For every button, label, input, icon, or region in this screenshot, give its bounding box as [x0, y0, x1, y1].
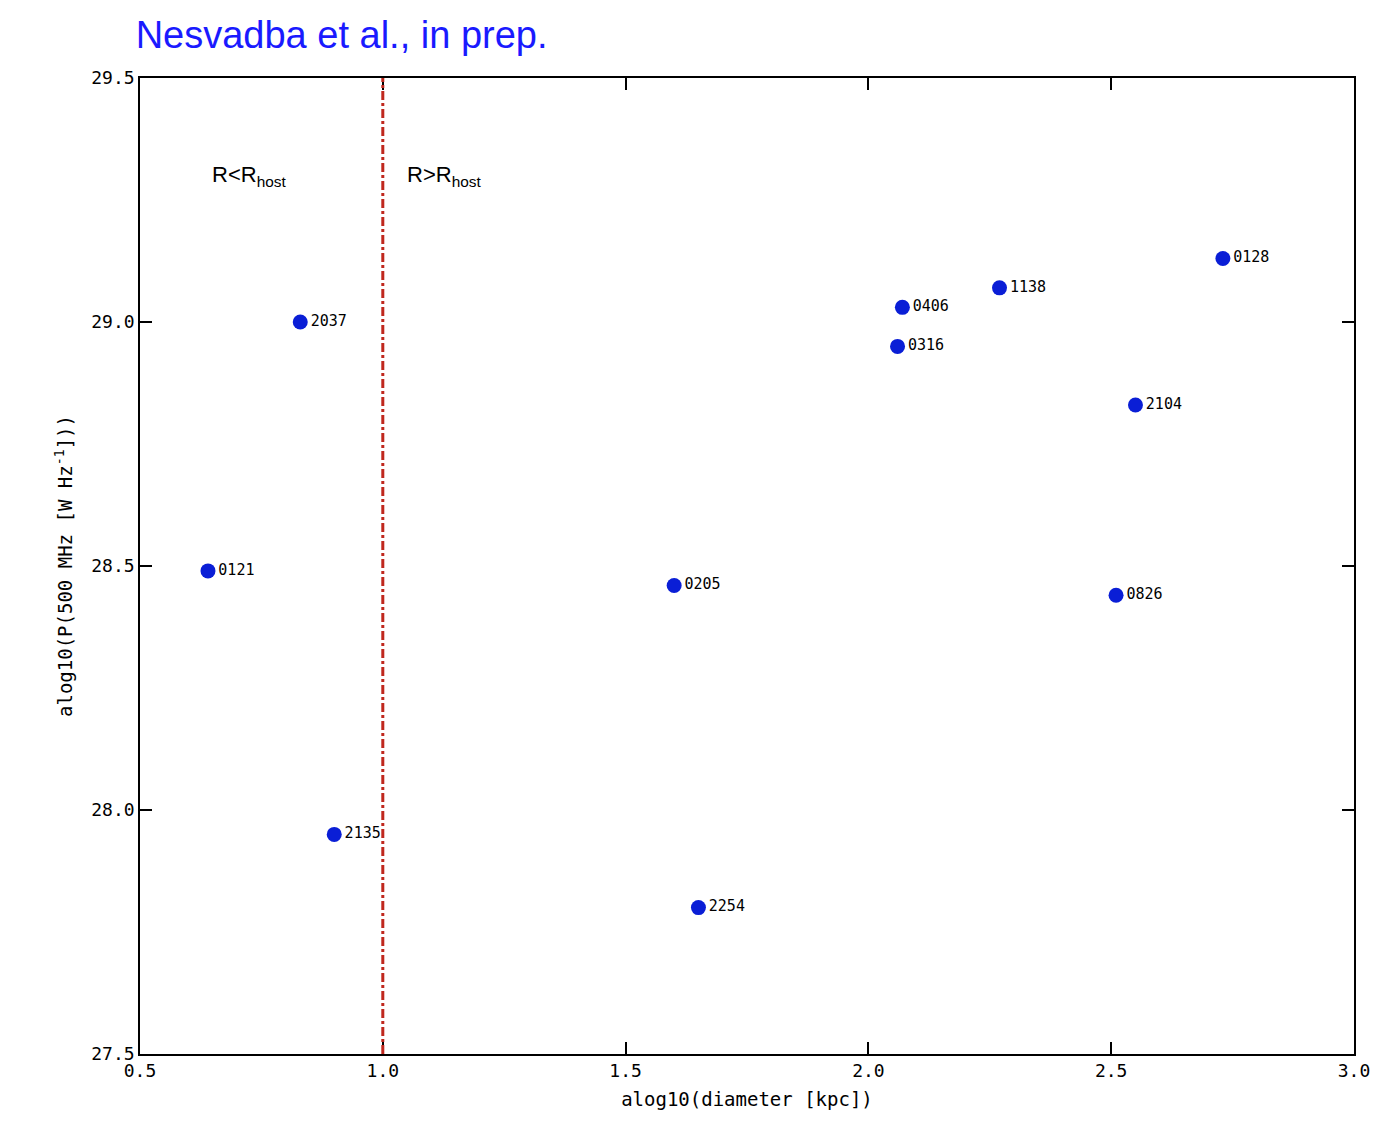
- svg-text:2037: 2037: [311, 312, 347, 330]
- svg-text:alog10(P(500 MHz [W Hz​-1​])): alog10(P(500 MHz [W Hz​-1​])): [52, 415, 76, 717]
- svg-text:0826: 0826: [1126, 585, 1162, 603]
- svg-text:2.5: 2.5: [1095, 1060, 1128, 1081]
- svg-text:0.5: 0.5: [124, 1060, 157, 1081]
- svg-text:27.5: 27.5: [91, 1043, 134, 1064]
- svg-text:0121: 0121: [218, 561, 254, 579]
- svg-text:alog10(diameter [kpc]): alog10(diameter [kpc]): [621, 1088, 873, 1110]
- svg-text:0128: 0128: [1233, 248, 1269, 266]
- svg-text:0205: 0205: [685, 575, 721, 593]
- svg-text:1.5: 1.5: [609, 1060, 642, 1081]
- svg-text:28.0: 28.0: [91, 799, 134, 820]
- svg-text:0406: 0406: [913, 297, 949, 315]
- svg-text:R>R​host​: R>R​host​: [407, 162, 481, 190]
- svg-text:1.0: 1.0: [367, 1060, 400, 1081]
- svg-text:2104: 2104: [1146, 395, 1182, 413]
- svg-text:29.0: 29.0: [91, 311, 134, 332]
- svg-text:1138: 1138: [1010, 278, 1046, 296]
- svg-text:Nesvadba et al., in prep.: Nesvadba et al., in prep.: [136, 14, 548, 56]
- svg-text:0316: 0316: [908, 336, 944, 354]
- svg-text:R<R​host​: R<R​host​: [212, 162, 286, 190]
- svg-text:2135: 2135: [345, 824, 381, 842]
- svg-text:2254: 2254: [709, 897, 745, 915]
- svg-text:2.0: 2.0: [852, 1060, 885, 1081]
- svg-text:29.5: 29.5: [91, 67, 134, 88]
- svg-text:28.5: 28.5: [91, 555, 134, 576]
- svg-text:3.0: 3.0: [1338, 1060, 1371, 1081]
